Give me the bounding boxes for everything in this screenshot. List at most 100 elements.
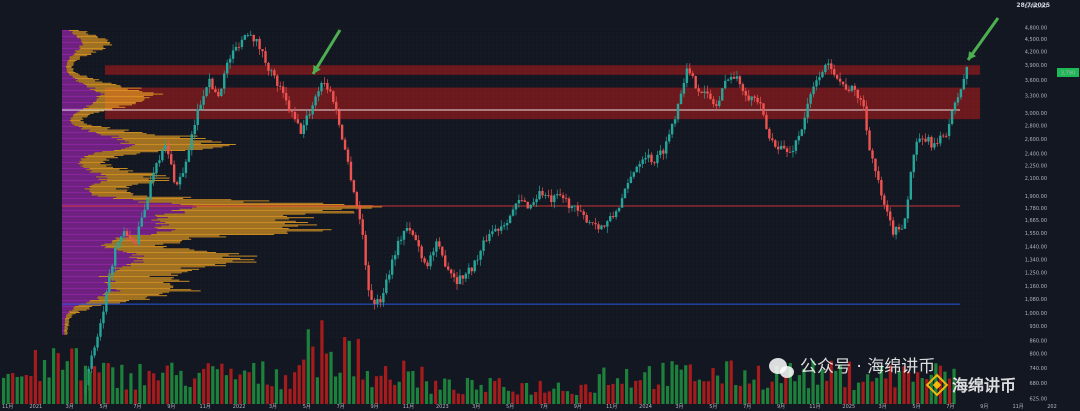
volume-bar xyxy=(2,377,6,404)
volume-bar xyxy=(415,387,420,404)
candle-body xyxy=(128,235,132,240)
volume-bar xyxy=(347,340,351,404)
volume-bar xyxy=(406,371,410,404)
candle-body xyxy=(691,73,694,77)
profile-bar-right xyxy=(72,123,87,125)
candle-body xyxy=(284,92,288,101)
profile-bar-right xyxy=(134,144,236,145)
x-tick-label: 11月 xyxy=(403,404,414,410)
candle-body xyxy=(927,137,930,142)
candle-body xyxy=(750,96,753,101)
profile-bar-right xyxy=(129,256,223,258)
volume-bar xyxy=(529,394,533,404)
candle-body xyxy=(417,240,420,247)
candle-body xyxy=(134,241,138,245)
candle-body xyxy=(662,150,665,154)
profile-bar-right xyxy=(84,188,117,190)
candle-body xyxy=(939,135,942,144)
profile-bar-left xyxy=(62,240,113,241)
volume-bar xyxy=(356,338,360,404)
profile-bar-right xyxy=(111,241,181,243)
candle-body xyxy=(859,98,862,100)
profile-bar-right xyxy=(72,75,87,77)
profile-bar-left xyxy=(62,294,103,295)
candle-body xyxy=(358,205,361,220)
candle-body xyxy=(243,35,247,40)
profile-bar-right xyxy=(95,87,142,89)
candle-body xyxy=(582,211,585,215)
profile-bar-right xyxy=(69,57,80,59)
volume-bar xyxy=(361,379,365,404)
profile-bar-left xyxy=(62,320,65,322)
profile-bar-right xyxy=(64,331,68,333)
profile-bar-right xyxy=(126,264,216,265)
volume-bar xyxy=(88,371,92,404)
x-tick-label: 7月 xyxy=(946,404,954,410)
profile-bar-right xyxy=(106,295,168,297)
zone-1 xyxy=(105,65,980,75)
y-tick-label: 1,080.00 xyxy=(1025,297,1047,303)
profile-bar-right xyxy=(86,85,121,87)
volume-bar xyxy=(916,372,920,404)
profile-bar-left xyxy=(62,116,73,118)
candle-body xyxy=(771,138,774,141)
profile-bar-right xyxy=(87,154,124,156)
candle-body xyxy=(644,157,647,160)
candle-body xyxy=(570,205,574,209)
profile-bar-left xyxy=(62,72,68,73)
profile-bar-right xyxy=(72,309,87,311)
profile-bar-right xyxy=(111,136,180,138)
profile-bar-right xyxy=(115,248,190,250)
candle-body xyxy=(276,75,279,86)
volume-bar xyxy=(265,384,269,404)
profile-bar-left xyxy=(62,278,109,280)
volume-bar xyxy=(47,377,51,404)
y-tick-label: 740.00 xyxy=(1030,366,1048,372)
candle-body xyxy=(405,227,409,231)
candle-body xyxy=(326,83,329,90)
candle-body xyxy=(355,192,359,206)
profile-bar-right xyxy=(82,43,110,45)
candle-body xyxy=(544,195,547,197)
profile-bar-right xyxy=(171,202,324,204)
profile-bar-left xyxy=(62,324,65,325)
profile-bar-right xyxy=(72,116,88,118)
profile-bar-left xyxy=(62,272,113,274)
candle-body xyxy=(382,293,385,303)
volume-bar xyxy=(766,387,770,404)
volume-bar xyxy=(752,379,756,404)
volume-bar xyxy=(11,373,15,404)
profile-bar-left xyxy=(62,66,67,67)
candle-body xyxy=(874,158,877,172)
profile-bar-left xyxy=(62,198,113,199)
profile-bar-right xyxy=(72,76,88,78)
profile-bar-right xyxy=(93,102,136,103)
profile-bar-right xyxy=(69,74,80,76)
profile-bar-left xyxy=(62,74,70,76)
profile-bar-left xyxy=(62,201,139,203)
profile-bar-right xyxy=(151,234,275,235)
candle-body xyxy=(847,89,851,91)
profile-bar-right xyxy=(80,165,107,167)
candle-body xyxy=(190,134,194,151)
profile-bar-left xyxy=(62,80,76,82)
profile-bar-left xyxy=(62,290,121,292)
profile-bar-right xyxy=(164,213,306,215)
candle-body xyxy=(279,85,282,87)
candle-body xyxy=(653,162,656,164)
profile-bar-right xyxy=(86,105,120,107)
profile-bar-right xyxy=(69,30,79,31)
candle-body xyxy=(337,110,341,125)
profile-bar-right xyxy=(70,117,83,119)
profile-bar-left xyxy=(62,81,79,83)
profile-bar-left xyxy=(62,186,90,187)
candle-body xyxy=(679,93,683,104)
volume-bar xyxy=(38,381,42,404)
profile-bar-left xyxy=(62,112,76,114)
profile-bar-right xyxy=(78,304,102,306)
candle-body xyxy=(697,88,700,92)
profile-bar-left xyxy=(62,52,75,54)
candle-body xyxy=(827,63,830,65)
volume-bar xyxy=(506,390,510,404)
volume-bar xyxy=(365,371,370,404)
